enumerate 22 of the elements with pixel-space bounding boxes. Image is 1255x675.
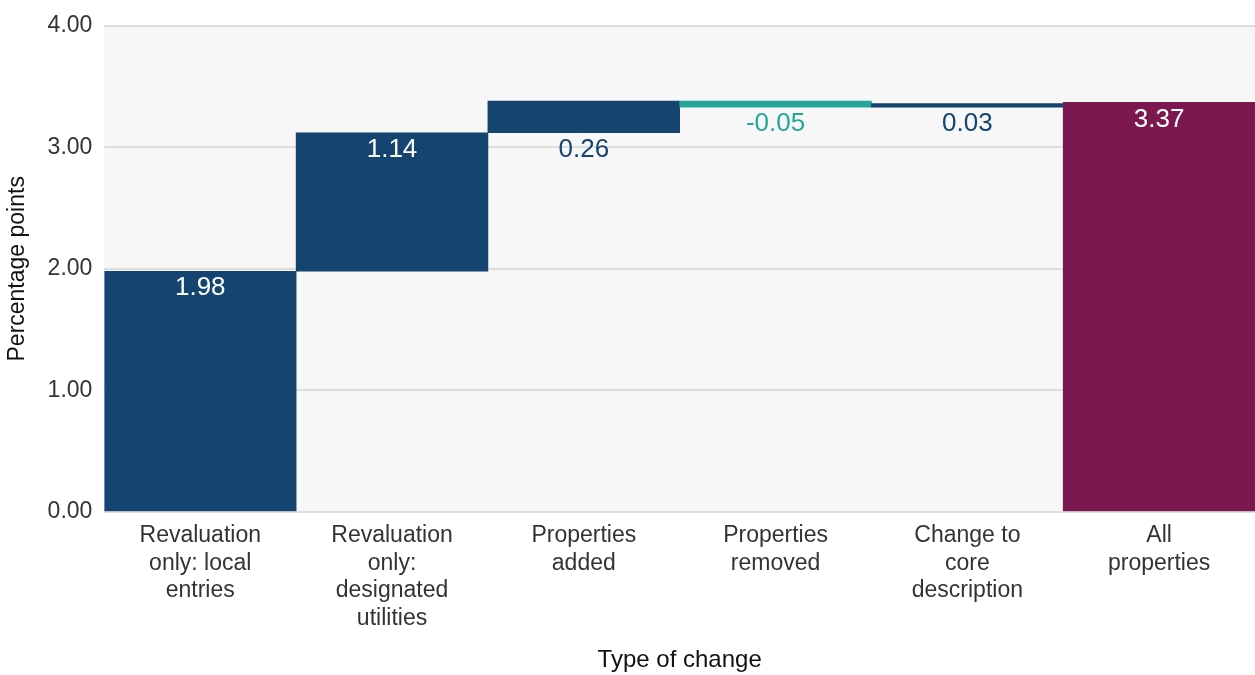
y-tick-label: 4.00 — [47, 11, 93, 38]
y-tick-label: 2.00 — [47, 254, 93, 281]
x-tick-label: Revaluation only: designated utilities — [331, 520, 453, 630]
bar — [679, 100, 872, 108]
bar — [871, 103, 1064, 108]
y-tick-label: 3.00 — [47, 132, 93, 159]
x-tick-label: Change to core description — [911, 520, 1023, 603]
x-tick-label: All properties — [1107, 520, 1211, 575]
data-label: 0.03 — [942, 107, 993, 138]
x-tick-label: Properties added — [531, 520, 637, 575]
data-label: -0.05 — [745, 107, 806, 138]
data-label: 1.98 — [174, 271, 226, 302]
data-label: 0.26 — [558, 132, 610, 163]
y-tick-label: 0.00 — [47, 497, 93, 524]
data-label: 3.37 — [1133, 102, 1185, 133]
x-tick-label: Properties removed — [723, 520, 828, 575]
y-axis-title: Percentage points — [3, 176, 30, 362]
x-tick-label: Revaluation only: local entries — [139, 520, 261, 603]
bar — [1062, 102, 1255, 512]
data-label: 1.14 — [366, 132, 418, 163]
x-axis-title: Type of change — [597, 645, 762, 673]
y-tick-label: 1.00 — [47, 375, 93, 402]
